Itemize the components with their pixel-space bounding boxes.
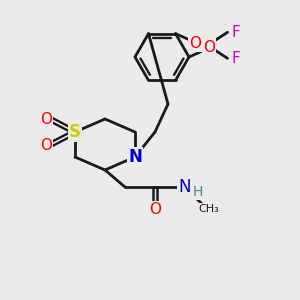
Text: O: O	[40, 137, 52, 152]
Text: CH₃: CH₃	[199, 204, 219, 214]
Text: S: S	[69, 123, 81, 141]
Text: F: F	[231, 25, 240, 40]
Text: H: H	[193, 185, 203, 199]
Text: N: N	[179, 178, 191, 196]
Text: O: O	[190, 36, 202, 51]
Text: N: N	[128, 148, 142, 166]
Text: O: O	[203, 40, 215, 55]
Text: F: F	[231, 51, 240, 66]
Text: O: O	[40, 112, 52, 127]
Text: O: O	[149, 202, 161, 217]
